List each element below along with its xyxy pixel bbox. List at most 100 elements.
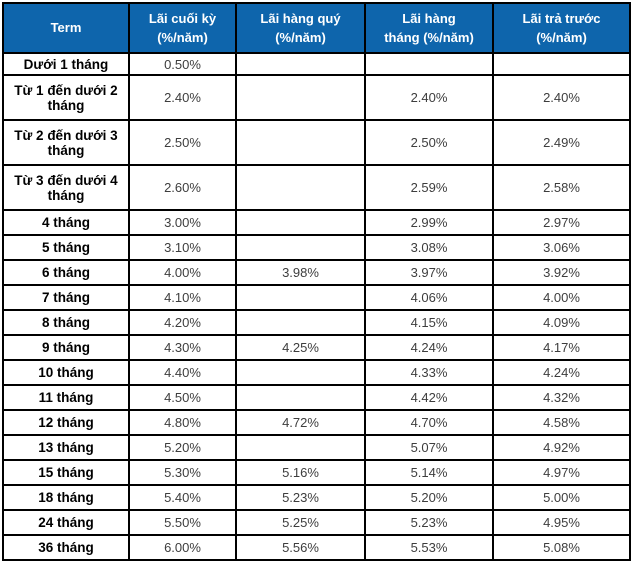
rate-cell: 4.25%: [235, 334, 366, 361]
rate-cell: 5.00%: [492, 484, 631, 511]
table-row: 10 tháng 4.40% 4.33% 4.24%: [2, 359, 631, 386]
table-row: 6 tháng 4.00% 3.98% 3.97% 3.92%: [2, 259, 631, 286]
table-body: Dưới 1 tháng 0.50% Từ 1 đến dưới 2 tháng 2.…: [2, 52, 631, 561]
term-cell: 24 tháng: [2, 509, 130, 536]
rate-cell: 4.06%: [364, 284, 494, 311]
rate-cell: 3.08%: [364, 234, 494, 261]
rate-cell: 4.00%: [492, 284, 631, 311]
table-row: 8 tháng 4.20% 4.15% 4.09%: [2, 309, 631, 336]
rate-cell: 4.24%: [364, 334, 494, 361]
column-header: Lãi hàng quý (%/năm): [235, 2, 366, 54]
table-row: Từ 1 đến dưới 2 tháng 2.40% 2.40% 2.40%: [2, 74, 631, 121]
rate-cell: 5.23%: [364, 509, 494, 536]
rate-cell: [235, 384, 366, 411]
term-cell: 7 tháng: [2, 284, 130, 311]
table-row: 11 tháng 4.50% 4.42% 4.32%: [2, 384, 631, 411]
rate-cell: 4.72%: [235, 409, 366, 436]
rate-cell: 2.97%: [492, 209, 631, 236]
term-cell: 4 tháng: [2, 209, 130, 236]
rate-cell: 4.70%: [364, 409, 494, 436]
rate-cell: [364, 52, 494, 76]
rate-cell: [492, 52, 631, 76]
rate-cell: 4.80%: [128, 409, 237, 436]
term-cell: Từ 1 đến dưới 2 tháng: [2, 74, 130, 121]
table-row: 18 tháng 5.40% 5.23% 5.20% 5.00%: [2, 484, 631, 511]
term-cell: 13 tháng: [2, 434, 130, 461]
rate-cell: [235, 52, 366, 76]
rate-cell: 4.32%: [492, 384, 631, 411]
rate-cell: 5.14%: [364, 459, 494, 486]
rate-cell: 0.50%: [128, 52, 237, 76]
table-row: Từ 3 đến dưới 4 tháng 2.60% 2.59% 2.58%: [2, 164, 631, 211]
rate-cell: 4.09%: [492, 309, 631, 336]
rate-cell: [235, 234, 366, 261]
table-row: 24 tháng 5.50% 5.25% 5.23% 4.95%: [2, 509, 631, 536]
rate-cell: [235, 359, 366, 386]
table-row: 36 tháng 6.00% 5.56% 5.53% 5.08%: [2, 534, 631, 561]
rate-cell: 5.23%: [235, 484, 366, 511]
rate-cell: 3.92%: [492, 259, 631, 286]
rate-cell: 5.25%: [235, 509, 366, 536]
rate-cell: 2.59%: [364, 164, 494, 211]
rate-cell: 4.40%: [128, 359, 237, 386]
rate-cell: 5.56%: [235, 534, 366, 561]
rate-cell: 4.17%: [492, 334, 631, 361]
rate-cell: 2.50%: [364, 119, 494, 166]
interest-rate-table: Term Lãi cuối kỳ (%/năm) Lãi hàng quý (%/n…: [2, 2, 631, 561]
rate-cell: 4.10%: [128, 284, 237, 311]
rate-cell: 2.58%: [492, 164, 631, 211]
term-cell: 12 tháng: [2, 409, 130, 436]
rate-cell: 5.40%: [128, 484, 237, 511]
column-header: Lãi hàng tháng (%/năm): [364, 2, 494, 54]
table-row: 12 tháng 4.80% 4.72% 4.70% 4.58%: [2, 409, 631, 436]
rate-cell: [235, 164, 366, 211]
term-cell: 6 tháng: [2, 259, 130, 286]
term-cell: 36 tháng: [2, 534, 130, 561]
table-row: 13 tháng 5.20% 5.07% 4.92%: [2, 434, 631, 461]
rate-cell: 2.49%: [492, 119, 631, 166]
column-header: Lãi trả trước (%/năm): [492, 2, 631, 54]
rate-cell: 4.15%: [364, 309, 494, 336]
rate-cell: 3.98%: [235, 259, 366, 286]
rate-cell: [235, 434, 366, 461]
rate-cell: 5.20%: [364, 484, 494, 511]
rate-cell: 4.58%: [492, 409, 631, 436]
rate-cell: 4.30%: [128, 334, 237, 361]
table-row: 9 tháng 4.30% 4.25% 4.24% 4.17%: [2, 334, 631, 361]
rate-cell: 4.20%: [128, 309, 237, 336]
rate-cell: 4.50%: [128, 384, 237, 411]
term-cell: Từ 3 đến dưới 4 tháng: [2, 164, 130, 211]
rate-cell: 2.50%: [128, 119, 237, 166]
term-cell: 18 tháng: [2, 484, 130, 511]
rate-cell: 2.60%: [128, 164, 237, 211]
term-cell: 5 tháng: [2, 234, 130, 261]
table-row: Dưới 1 tháng 0.50%: [2, 52, 631, 76]
rate-cell: [235, 209, 366, 236]
term-cell: 8 tháng: [2, 309, 130, 336]
rate-cell: 4.00%: [128, 259, 237, 286]
rate-cell: 6.00%: [128, 534, 237, 561]
rate-cell: 5.53%: [364, 534, 494, 561]
rate-cell: 4.92%: [492, 434, 631, 461]
rate-cell: 5.16%: [235, 459, 366, 486]
rate-cell: [235, 309, 366, 336]
rate-cell: 5.20%: [128, 434, 237, 461]
rate-cell: 5.50%: [128, 509, 237, 536]
rate-cell: [235, 119, 366, 166]
table-row: 7 tháng 4.10% 4.06% 4.00%: [2, 284, 631, 311]
rate-cell: [235, 74, 366, 121]
rate-cell: 4.95%: [492, 509, 631, 536]
table-row: Từ 2 đến dưới 3 tháng 2.50% 2.50% 2.49%: [2, 119, 631, 166]
rate-cell: 3.06%: [492, 234, 631, 261]
rate-cell: 5.08%: [492, 534, 631, 561]
column-header: Term: [2, 2, 130, 54]
term-cell: 15 tháng: [2, 459, 130, 486]
term-cell: 11 tháng: [2, 384, 130, 411]
rate-cell: 3.97%: [364, 259, 494, 286]
table-row: 4 tháng 3.00% 2.99% 2.97%: [2, 209, 631, 236]
rate-cell: 4.42%: [364, 384, 494, 411]
term-cell: Dưới 1 tháng: [2, 52, 130, 76]
term-cell: 10 tháng: [2, 359, 130, 386]
table-row: 15 tháng 5.30% 5.16% 5.14% 4.97%: [2, 459, 631, 486]
rate-cell: 3.10%: [128, 234, 237, 261]
